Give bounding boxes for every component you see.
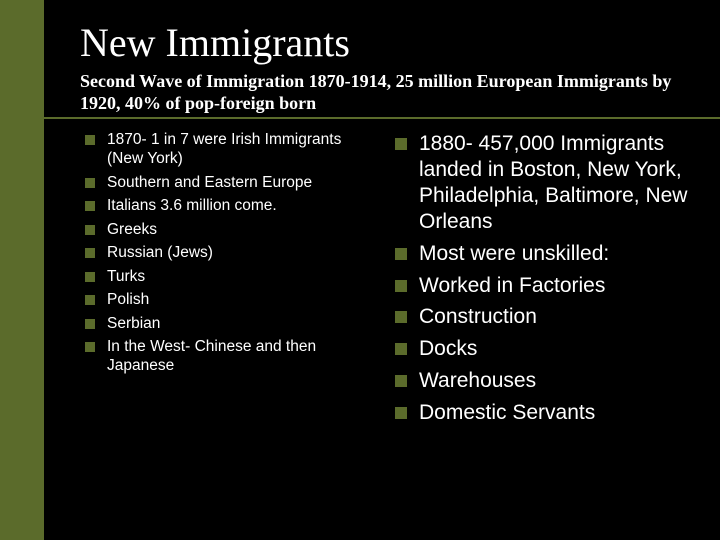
list-item-text: Construction	[419, 305, 537, 329]
square-bullet-icon	[85, 342, 95, 352]
square-bullet-icon	[395, 138, 407, 150]
list-item: In the West- Chinese and then Japanese	[85, 337, 375, 375]
list-item-text: Polish	[107, 291, 150, 308]
list-item: 1880- 457,000 Immigrants landed in Bosto…	[395, 131, 695, 235]
square-bullet-icon	[85, 271, 95, 282]
square-bullet-icon	[85, 201, 95, 211]
list-item-text: 1880- 457,000 Immigrants landed in Bosto…	[419, 132, 688, 233]
list-item: Worked in Factories	[395, 273, 695, 299]
list-item-text: Worked in Factories	[419, 273, 606, 297]
list-item-text: Most were unskilled:	[419, 241, 610, 265]
list-item: Greeks	[85, 220, 375, 239]
list-item-text: Southern and Eastern Europe	[107, 173, 313, 191]
slide-title: New Immigrants	[80, 20, 350, 65]
square-bullet-icon	[395, 374, 407, 387]
list-item-text: Turks	[107, 267, 146, 285]
list-item-text: Serbian	[107, 314, 161, 332]
list-item-text: Greeks	[107, 220, 157, 238]
list-item: Most were unskilled:	[395, 241, 695, 267]
square-bullet-icon	[85, 318, 95, 329]
list-item-text: 1870- 1 in 7 were Irish Immigrants (New …	[107, 131, 342, 167]
square-bullet-icon	[85, 295, 95, 305]
list-item: 1870- 1 in 7 were Irish Immigrants (New …	[85, 130, 375, 168]
square-bullet-icon	[85, 248, 95, 258]
list-item: Warehouses	[395, 368, 695, 394]
square-bullet-icon	[85, 224, 95, 235]
left-bullet-list: 1870- 1 in 7 were Irish Immigrants (New …	[85, 130, 375, 380]
list-item-text: In the West- Chinese and then Japanese	[107, 338, 317, 374]
square-bullet-icon	[85, 135, 95, 145]
square-bullet-icon	[395, 343, 407, 356]
list-item-text: Domestic Servants	[419, 400, 596, 424]
slide-subtitle: Second Wave of Immigration 1870-1914, 25…	[80, 71, 672, 113]
list-item: Russian (Jews)	[85, 243, 375, 262]
list-item-text: Russian (Jews)	[107, 244, 213, 261]
list-item-text: Warehouses	[419, 368, 537, 392]
square-bullet-icon	[395, 311, 407, 324]
list-item: Southern and Eastern Europe	[85, 173, 375, 192]
square-bullet-icon	[395, 279, 407, 292]
list-item: Serbian	[85, 314, 375, 333]
square-bullet-icon	[395, 247, 407, 260]
list-item: Construction	[395, 304, 695, 330]
list-item: Polish	[85, 290, 375, 309]
list-item-text: Italians 3.6 million come.	[107, 197, 277, 214]
right-bullet-list: 1880- 457,000 Immigrants landed in Bosto…	[395, 131, 695, 432]
square-bullet-icon	[395, 406, 407, 419]
list-item-text: Docks	[419, 337, 478, 361]
accent-sidebar	[0, 0, 44, 540]
list-item: Turks	[85, 267, 375, 286]
square-bullet-icon	[85, 177, 95, 188]
title-divider	[0, 117, 720, 119]
list-item: Italians 3.6 million come.	[85, 196, 375, 215]
list-item: Domestic Servants	[395, 400, 695, 426]
list-item: Docks	[395, 336, 695, 362]
